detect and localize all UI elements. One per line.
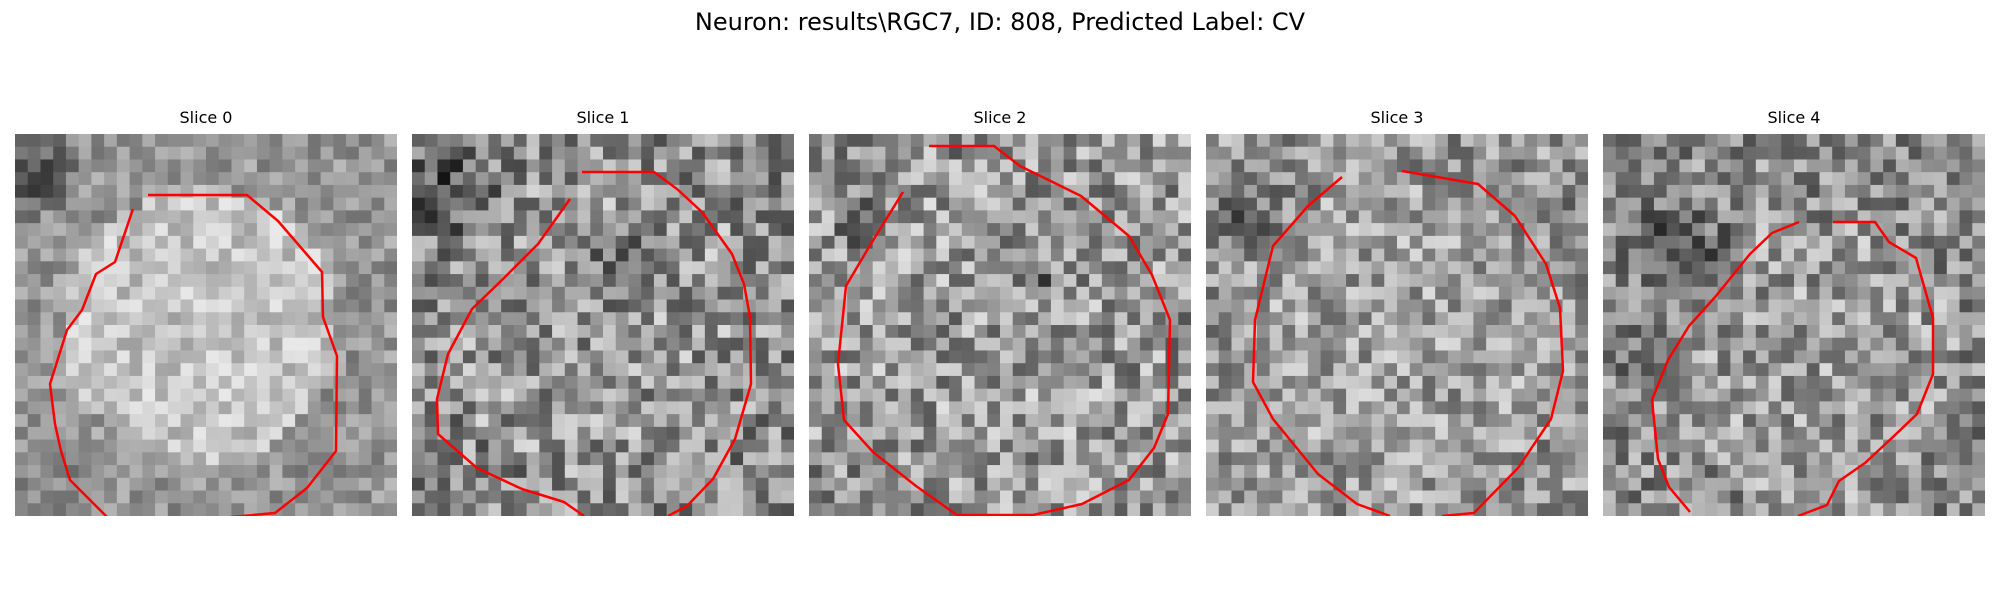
- slice-image-4: [1603, 134, 1985, 516]
- slice-image-0: [15, 134, 397, 516]
- cell-contour-2: [836, 144, 1172, 516]
- slice-pixels-4: [1603, 134, 1985, 516]
- cell-contour-1: [582, 170, 753, 516]
- slice-title-3: Slice 3: [1370, 108, 1424, 127]
- slice-image-2: [809, 134, 1191, 516]
- slice-pixels-3: [1206, 134, 1588, 516]
- slice-image-3: [1206, 134, 1588, 516]
- slice-pixels-2: [809, 134, 1191, 516]
- cell-contour-3: [1401, 169, 1565, 516]
- slice-pixels-1: [412, 134, 794, 516]
- slice-title-1: Slice 1: [576, 108, 630, 127]
- slice-title-4: Slice 4: [1767, 108, 1821, 127]
- slice-pixels-0: [15, 134, 397, 516]
- cell-contour-0: [48, 193, 339, 516]
- cell-contour-3b: [1251, 176, 1391, 516]
- slice-title-0: Slice 0: [179, 108, 233, 127]
- cell-contour-4b: [1650, 220, 1800, 513]
- slice-image-1: [412, 134, 794, 516]
- cell-contour-1b: [435, 198, 585, 516]
- slice-title-2: Slice 2: [973, 108, 1027, 127]
- figure-title: Neuron: results\RGC7, ID: 808, Predicted…: [694, 8, 1306, 36]
- cell-contour-4: [1797, 220, 1935, 516]
